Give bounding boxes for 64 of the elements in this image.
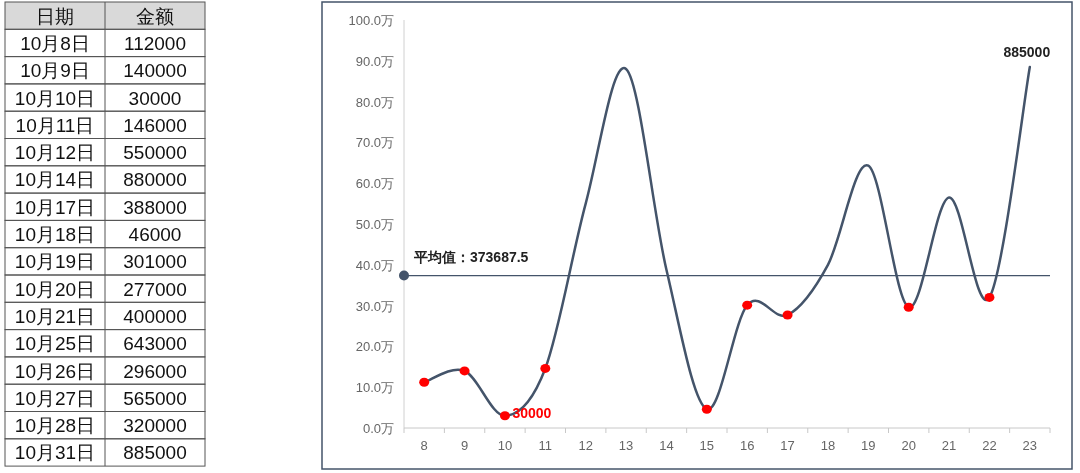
data-label: 301000 — [123, 251, 187, 273]
text: 日期 — [36, 5, 74, 27]
data-label: 146000 — [123, 114, 187, 136]
category-label: 10月9日 — [20, 60, 90, 82]
category-label: 10月8日 — [20, 32, 90, 54]
x-tick-label: 8 — [420, 438, 428, 453]
category-label: 10月31日 — [14, 442, 96, 464]
y-tick-label: 60.0万 — [355, 176, 394, 192]
category-label: 10月21日 — [14, 305, 96, 327]
y-tick-label: 80.0万 — [355, 94, 394, 110]
y-tick-label: 20.0万 — [355, 339, 394, 355]
data-label: 320000 — [123, 415, 187, 437]
x-tick-label: 10 — [497, 438, 513, 453]
category-label: 10月10日 — [14, 87, 96, 109]
y-tick-label: 90.0万 — [355, 53, 394, 69]
category-label: 10月18日 — [14, 224, 96, 246]
y-tick-label: 10.0万 — [355, 380, 394, 396]
category-label: 10月14日 — [14, 169, 96, 191]
y-tick-label: 0.0万 — [362, 421, 394, 436]
ref-line-label: 平均值：373687.5 — [413, 248, 529, 265]
category-label: 10月11日 — [15, 114, 95, 136]
x-tick-label: 17 — [780, 438, 795, 453]
y-tick-label: 50.0万 — [355, 217, 394, 232]
category-label: 10月12日 — [14, 142, 96, 164]
x-tick-label: 9 — [460, 438, 469, 453]
category-label: 10月26日 — [14, 360, 96, 382]
category-label: 10月19日 — [14, 251, 96, 273]
category-label: 10月17日 — [14, 196, 96, 218]
data-label: 400000 — [123, 305, 187, 327]
data-label: 296000 — [123, 360, 187, 382]
x-tick-label: 14 — [659, 438, 674, 453]
annotation: 30000 — [512, 404, 552, 421]
y-tick-label: 70.0万 — [355, 135, 394, 151]
text: 金额 — [136, 5, 174, 27]
y-tick-label: 30.0万 — [355, 298, 394, 314]
annotation: 885000 — [1003, 43, 1051, 60]
category-label: 10月28日 — [14, 415, 96, 437]
x-tick-label: 16 — [739, 438, 755, 453]
x-tick-label: 15 — [699, 438, 715, 453]
data-label: 643000 — [123, 333, 187, 355]
data-label: 885000 — [123, 442, 187, 464]
data-label: 30000 — [128, 87, 182, 109]
data-label: 565000 — [123, 387, 187, 409]
y-tick-label: 100.0万 — [348, 13, 394, 28]
data-label: 140000 — [123, 60, 187, 82]
data-label: 112000 — [124, 32, 186, 54]
category-label: 10月20日 — [14, 278, 96, 300]
x-tick-label: 13 — [618, 438, 634, 453]
x-tick-label: 22 — [982, 438, 997, 453]
x-tick-label: 19 — [861, 438, 876, 453]
x-tick-label: 23 — [1022, 438, 1038, 453]
category-label: 10月27日 — [14, 387, 96, 409]
data-label: 550000 — [123, 142, 187, 164]
y-tick-label: 40.0万 — [355, 257, 394, 273]
x-tick-label: 21 — [941, 438, 957, 453]
data-label: 880000 — [123, 169, 187, 191]
x-tick-label: 11 — [538, 438, 553, 453]
category-label: 10月25日 — [14, 333, 96, 355]
x-tick-label: 12 — [578, 438, 593, 453]
data-label: 277000 — [123, 278, 187, 300]
data-label: 388000 — [123, 196, 187, 218]
x-tick-label: 18 — [820, 438, 836, 453]
data-label: 46000 — [128, 224, 182, 246]
x-tick-label: 20 — [901, 438, 916, 453]
